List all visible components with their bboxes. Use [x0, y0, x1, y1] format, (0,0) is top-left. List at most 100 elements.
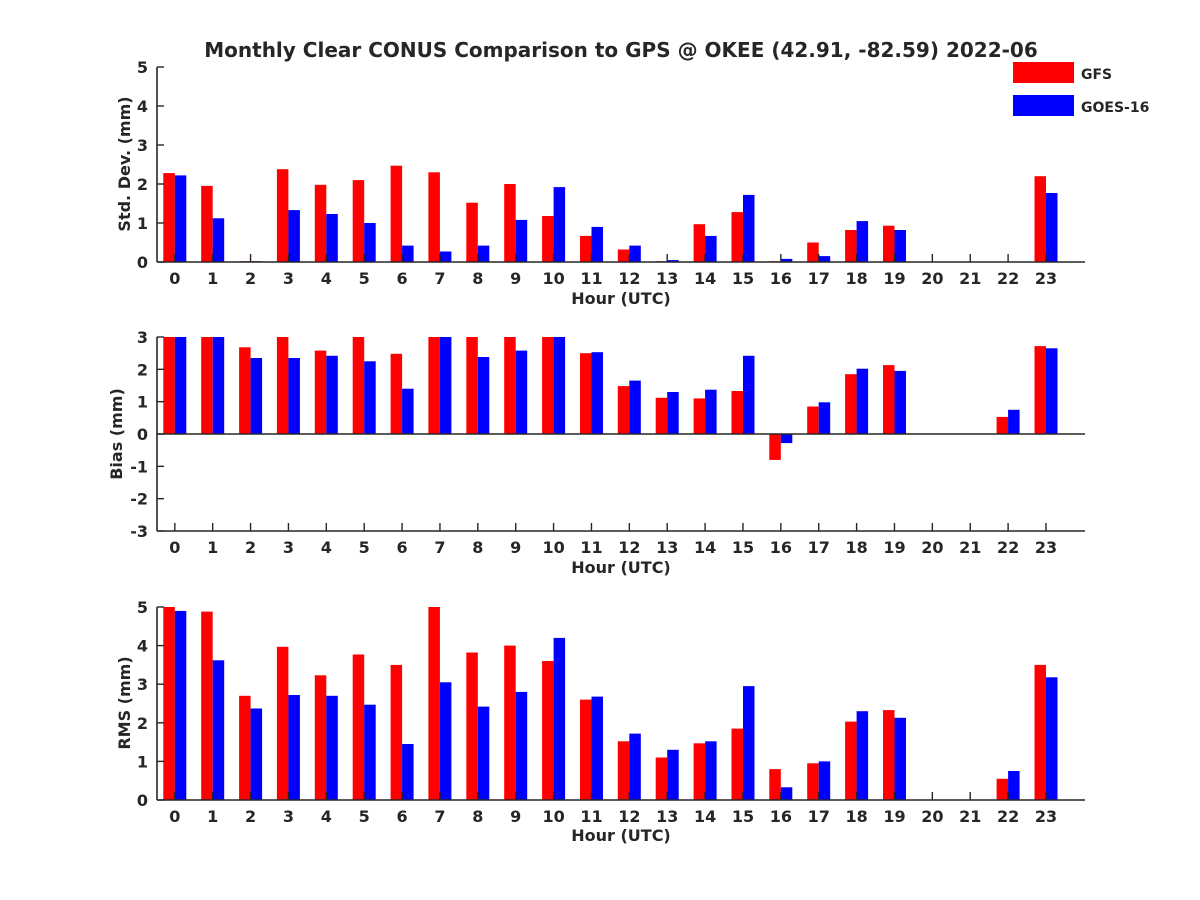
bar-goes16-hour-15: [743, 686, 755, 800]
x-tick-label: 20: [921, 807, 943, 826]
bar-goes16-hour-11: [591, 226, 603, 262]
x-tick-label: 19: [883, 269, 905, 288]
bar-gfs-hour-10: [542, 216, 554, 262]
x-tick-label: 23: [1035, 269, 1057, 288]
x-tick-label: 22: [997, 807, 1019, 826]
x-tick-label: 9: [510, 538, 521, 557]
x-tick-label: 23: [1035, 807, 1057, 826]
x-tick-label: 6: [396, 269, 407, 288]
bar-gfs-hour-15: [731, 391, 743, 434]
x-tick-label: 22: [997, 538, 1019, 557]
x-tick-label: 2: [245, 269, 256, 288]
bar-gfs-hour-17: [807, 406, 819, 434]
bar-gfs-hour-12: [617, 386, 630, 434]
x-tick-label: 15: [732, 269, 754, 288]
bar-gfs-hour-9: [504, 645, 516, 800]
bar-goes16-hour-11: [591, 696, 603, 800]
bar-gfs-hour-11: [580, 353, 592, 434]
x-axis-label: Hour (UTC): [571, 826, 671, 845]
x-tick-label: 1: [207, 538, 218, 557]
bar-goes16-hour-13: [667, 749, 679, 800]
bar-goes16-hour-8: [477, 706, 490, 800]
bar-gfs-hour-2: [239, 347, 251, 434]
bar-gfs-hour-11: [580, 699, 592, 800]
x-tick-label: 22: [997, 269, 1019, 288]
x-tick-label: 0: [169, 807, 180, 826]
x-tick-label: 7: [434, 538, 445, 557]
bar-goes16-hour-18: [856, 711, 869, 800]
x-tick-label: 11: [580, 807, 602, 826]
x-tick-label: 14: [694, 538, 716, 557]
bar-gfs-hour-17: [807, 242, 819, 262]
bar-gfs-hour-9: [504, 184, 516, 262]
x-tick-label: 21: [959, 807, 981, 826]
bar-goes16-hour-1: [212, 337, 225, 434]
bar-goes16-hour-13: [667, 392, 679, 434]
x-tick-label: 5: [359, 269, 370, 288]
bar-gfs-hour-6: [390, 353, 403, 434]
x-tick-label: 3: [283, 538, 294, 557]
bar-goes16-hour-15: [743, 355, 755, 434]
bar-gfs-hour-23: [1034, 664, 1046, 800]
y-tick-label: 3: [137, 136, 148, 155]
x-tick-label: 6: [396, 807, 407, 826]
bar-goes16-hour-5: [364, 361, 376, 435]
bar-gfs-hour-14: [693, 224, 706, 262]
bar-goes16-hour-4: [326, 695, 338, 800]
bar-gfs-hour-8: [466, 652, 478, 800]
x-tick-label: 9: [510, 269, 521, 288]
x-tick-label: 21: [959, 538, 981, 557]
chart-title: Monthly Clear CONUS Comparison to GPS @ …: [204, 38, 1038, 62]
y-tick-label: 3: [137, 675, 148, 694]
bar-gfs-hour-1: [201, 611, 213, 800]
bar-gfs-hour-18: [845, 230, 857, 262]
bar-goes16-hour-7: [439, 251, 452, 262]
x-tick-label: 3: [283, 807, 294, 826]
bar-goes16-hour-10: [553, 337, 566, 434]
x-tick-label: 9: [510, 807, 521, 826]
bar-gfs-hour-13: [655, 397, 668, 434]
y-tick-label: 0: [137, 425, 148, 444]
y-tick-label: 5: [137, 598, 148, 617]
y-axis-label: RMS (mm): [115, 656, 134, 749]
bar-gfs-hour-1: [201, 337, 213, 434]
x-axis-label: Hour (UTC): [571, 289, 671, 308]
x-tick-label: 1: [207, 269, 218, 288]
x-tick-label: 10: [542, 807, 564, 826]
bar-goes16-hour-16: [780, 787, 793, 800]
x-tick-label: 7: [434, 807, 445, 826]
bar-goes16-hour-22: [1008, 771, 1020, 800]
y-tick-label: 2: [137, 714, 148, 733]
x-tick-label: 4: [321, 269, 332, 288]
bar-goes16-hour-15: [743, 194, 755, 262]
x-tick-label: 0: [169, 269, 180, 288]
x-tick-label: 18: [845, 807, 867, 826]
bar-gfs-hour-3: [276, 169, 289, 262]
x-tick-label: 10: [542, 269, 564, 288]
bar-gfs-hour-4: [314, 350, 327, 434]
bar-goes16-hour-6: [402, 744, 414, 800]
y-tick-label: 4: [137, 97, 148, 116]
x-tick-label: 10: [542, 538, 564, 557]
bar-gfs-hour-23: [1034, 346, 1046, 434]
bar-goes16-hour-11: [591, 352, 603, 434]
bar-goes16-hour-14: [705, 741, 717, 800]
bar-gfs-hour-16: [769, 769, 781, 800]
x-tick-label: 4: [321, 807, 332, 826]
x-tick-label: 8: [472, 807, 483, 826]
bar-goes16-hour-10: [553, 637, 566, 800]
bar-goes16-hour-8: [477, 357, 490, 434]
bar-goes16-hour-0: [174, 610, 187, 800]
bar-gfs-hour-22: [996, 778, 1009, 800]
bar-goes16-hour-9: [515, 691, 528, 800]
bar-goes16-hour-0: [174, 175, 187, 262]
x-tick-label: 16: [770, 269, 792, 288]
bar-gfs-hour-23: [1034, 176, 1046, 262]
bar-goes16-hour-23: [1046, 193, 1058, 262]
bar-gfs-hour-15: [731, 212, 743, 262]
bar-goes16-hour-18: [856, 221, 869, 262]
y-tick-label: -1: [130, 457, 148, 476]
bar-gfs-hour-14: [693, 398, 706, 434]
x-tick-label: 18: [845, 269, 867, 288]
x-tick-label: 17: [808, 807, 830, 826]
